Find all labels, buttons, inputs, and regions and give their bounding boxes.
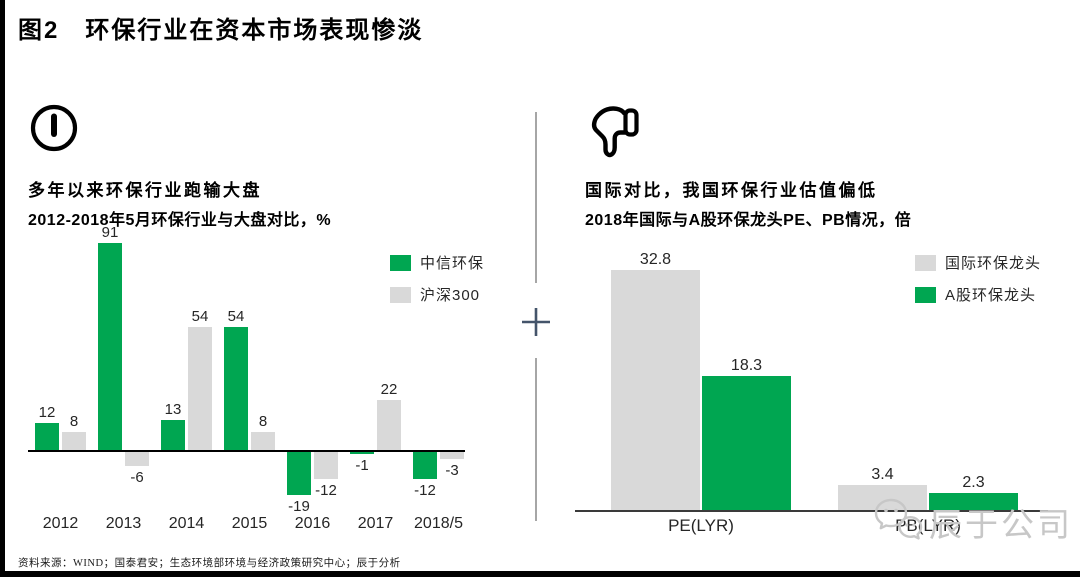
bar-2015-沪深300	[251, 431, 275, 450]
bar-2016-沪深300	[314, 452, 338, 480]
legend-item: 中信环保	[390, 252, 484, 273]
legend-item: 沪深300	[390, 284, 484, 305]
value-label: -12	[315, 482, 337, 500]
bar-2013-沪深300	[125, 452, 149, 466]
left-edge-bar	[0, 0, 5, 577]
right-chart-legend: 国际环保龙头 A股环保龙头	[915, 252, 1041, 305]
bar-2018/5-沪深300	[440, 452, 464, 459]
source-note: 资料来源：WIND；国泰君安；生态环境部环境与经济政策研究中心；辰于分析	[18, 558, 401, 569]
value-label: -12	[414, 482, 436, 500]
legend-item: 国际环保龙头	[915, 252, 1041, 273]
left-chart-subtitle: 2012-2018年5月环保行业与大盘对比，%	[28, 212, 332, 229]
right-chart-subtitle: 2018年国际与A股环保龙头PE、PB情况，倍	[585, 212, 912, 229]
watermark-text: 辰于公司	[929, 505, 1073, 543]
legend-item: A股环保龙头	[915, 284, 1041, 305]
figure-title: 图2 环保行业在资本市场表现惨淡	[18, 17, 424, 44]
bar-2017-沪深300	[377, 399, 401, 450]
x-axis	[575, 510, 1048, 512]
bar-PB(LYR)-国际环保龙头	[838, 485, 927, 510]
category-label: PE(LYR)	[668, 516, 734, 535]
left-bar-chart: 12 8 2012 91 -6 2013 13 54 2014 54 8 2015 -19 -12 2016…	[28, 224, 473, 545]
legend-label: 国际环保龙头	[945, 255, 1042, 272]
divider-line-bottom	[535, 358, 537, 521]
value-label: 18.3	[730, 357, 763, 375]
bar-2012-沪深300	[62, 431, 86, 450]
value-label: 54	[191, 308, 209, 326]
bar-2013-中信环保	[98, 243, 122, 450]
divider-line-top	[535, 112, 537, 283]
bar-PB(LYR)-A股环保龙头	[929, 493, 1018, 510]
legend-swatch	[390, 254, 411, 271]
value-label: 91	[101, 224, 119, 242]
category-label: 2018/5	[414, 515, 463, 532]
x-axis	[28, 450, 465, 452]
value-label: 3.4	[871, 466, 894, 484]
bar-PE(LYR)-A股环保龙头	[702, 376, 791, 510]
bar-2012-中信环保	[35, 422, 59, 450]
category-label: 2016	[294, 515, 331, 532]
legend-swatch	[915, 254, 936, 271]
legend-swatch	[390, 286, 411, 303]
left-chart-heading: 多年以来环保行业跑输大盘	[28, 181, 262, 200]
value-label: -6	[130, 468, 144, 486]
category-label: 2014	[168, 515, 205, 532]
bar-2018/5-中信环保	[413, 452, 437, 480]
wechat-logo-icon	[872, 496, 924, 547]
value-label: 22	[380, 380, 398, 398]
category-label: 2012	[42, 515, 79, 532]
value-label: -19	[288, 498, 310, 516]
value-label: -3	[445, 461, 459, 479]
right-chart-heading: 国际对比，我国环保行业估值偏低	[585, 181, 878, 200]
bar-2014-沪深300	[188, 327, 212, 450]
value-label: 54	[227, 308, 245, 326]
bar-2015-中信环保	[224, 327, 248, 450]
right-bar-chart: 32.8 18.3 PE(LYR) 3.4 2.3 PB(LYR)	[575, 250, 1053, 550]
bar-2016-中信环保	[287, 452, 311, 496]
bottom-edge-bar	[0, 571, 1080, 577]
legend-label: 中信环保	[420, 255, 485, 272]
exclamation-circle-icon	[28, 102, 80, 159]
value-label: 32.8	[639, 251, 672, 268]
legend-swatch	[915, 286, 936, 303]
value-label: 12	[38, 403, 56, 421]
legend-label: 沪深300	[420, 287, 481, 304]
bar-PE(LYR)-国际环保龙头	[611, 270, 700, 510]
value-label: 13	[164, 401, 182, 419]
category-label: 2013	[105, 515, 142, 532]
value-label: 2.3	[962, 474, 985, 492]
value-label: 8	[258, 412, 268, 430]
thumbs-down-icon	[581, 99, 643, 166]
bar-2017-中信环保	[350, 452, 374, 455]
legend-label: A股环保龙头	[945, 287, 1037, 304]
bar-2014-中信环保	[161, 420, 185, 450]
value-label: 8	[69, 412, 79, 430]
left-chart-legend: 中信环保沪深300	[390, 252, 484, 305]
value-label: -1	[355, 457, 369, 475]
category-label: 2015	[231, 515, 268, 532]
plus-icon	[521, 307, 551, 342]
category-label: 2017	[357, 515, 394, 532]
watermark: 辰于公司	[872, 496, 1073, 547]
category-label: PB(LYR)	[895, 516, 961, 535]
